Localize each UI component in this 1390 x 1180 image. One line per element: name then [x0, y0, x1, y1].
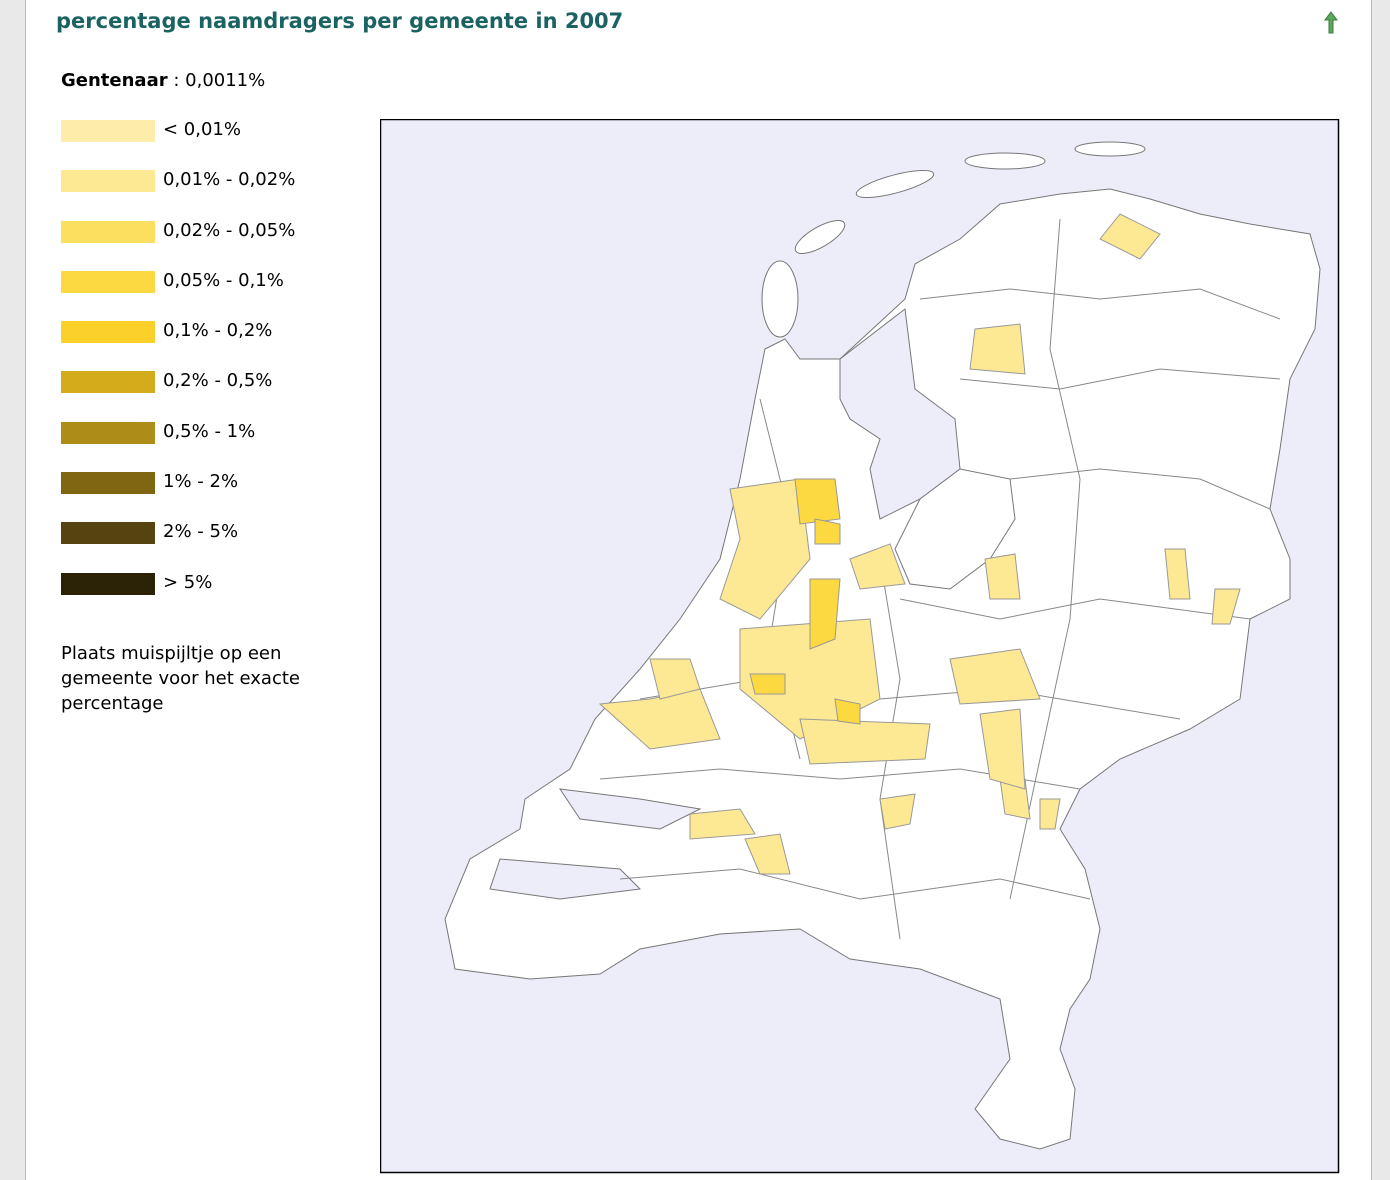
page: percentage naamdragers per gemeente in 2… — [25, 0, 1372, 1180]
legend-label: < 0,01% — [163, 119, 241, 140]
percentage: 0,0011% — [185, 70, 266, 91]
legend-swatch — [61, 522, 155, 545]
separator: : — [173, 70, 180, 91]
legend-swatch — [61, 120, 155, 142]
legend-swatch — [61, 472, 155, 495]
legend-label: 0,05% - 0,1% — [163, 269, 284, 291]
title: percentage naamdragers per gemeente in 2… — [56, 9, 624, 33]
name: Gentenaar — [61, 70, 168, 91]
legend-swatch — [61, 572, 155, 595]
legend-label: 0,2% - 0,5% — [163, 370, 273, 392]
legend-swatch — [61, 321, 155, 344]
legend-swatch — [61, 421, 155, 444]
map — [380, 119, 1340, 1174]
legend-swatch — [61, 170, 155, 193]
legend-swatch — [61, 371, 155, 394]
legend-label: 0,01% - 0,02% — [163, 169, 296, 191]
legend-label: 2% - 5% — [163, 521, 239, 543]
legend-label: 0,5% - 1% — [163, 420, 256, 442]
back-to-top[interactable] — [1323, 10, 1339, 36]
legend-label: > 5% — [163, 571, 213, 593]
legend-swatch — [61, 220, 155, 243]
legend-label: 1% - 2% — [163, 471, 239, 493]
legend-label: 0,1% - 0,2% — [163, 320, 273, 342]
selected-name: Gentenaar : 0,0011% — [61, 70, 265, 91]
legend-label: 0,02% - 0,05% — [163, 219, 296, 241]
legend-swatch — [61, 270, 155, 293]
note: Plaats muispijltje op een gemeente voor … — [61, 643, 300, 714]
